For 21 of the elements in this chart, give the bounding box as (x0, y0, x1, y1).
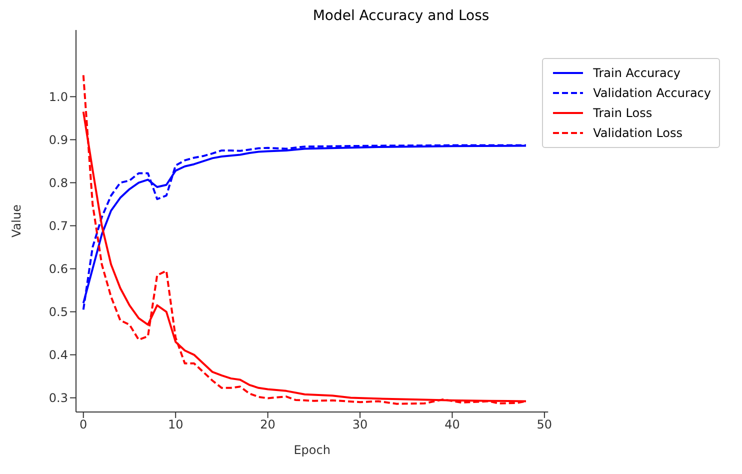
y-tick-label: 0.9 (48, 132, 68, 147)
x-tick-label: 50 (536, 418, 552, 432)
legend-label: Train Accuracy (593, 66, 681, 80)
legend-label: Train Loss (593, 106, 652, 120)
legend-label: Validation Accuracy (593, 86, 711, 100)
x-tick-label: 30 (352, 418, 368, 432)
y-tick-label: 0.8 (48, 176, 68, 190)
x-tick-label: 0 (80, 418, 88, 432)
x-tick-label: 40 (444, 418, 460, 432)
chart-title: Model Accuracy and Loss (312, 8, 490, 26)
y-tick-label: 1.0 (48, 90, 68, 104)
y-tick-label: 0.5 (48, 305, 68, 320)
y-tick-label: 0.7 (48, 218, 68, 233)
y-axis-title: Value (9, 204, 24, 238)
x-tick-label: 10 (168, 418, 184, 432)
y-tick-label: 0.6 (48, 262, 68, 276)
legend-label: Validation Loss (593, 126, 683, 140)
x-axis-title: Epoch (294, 443, 330, 457)
y-tick-label: 0.4 (48, 348, 68, 362)
y-tick-label: 0.3 (48, 391, 68, 406)
x-tick-label: 20 (260, 418, 276, 432)
